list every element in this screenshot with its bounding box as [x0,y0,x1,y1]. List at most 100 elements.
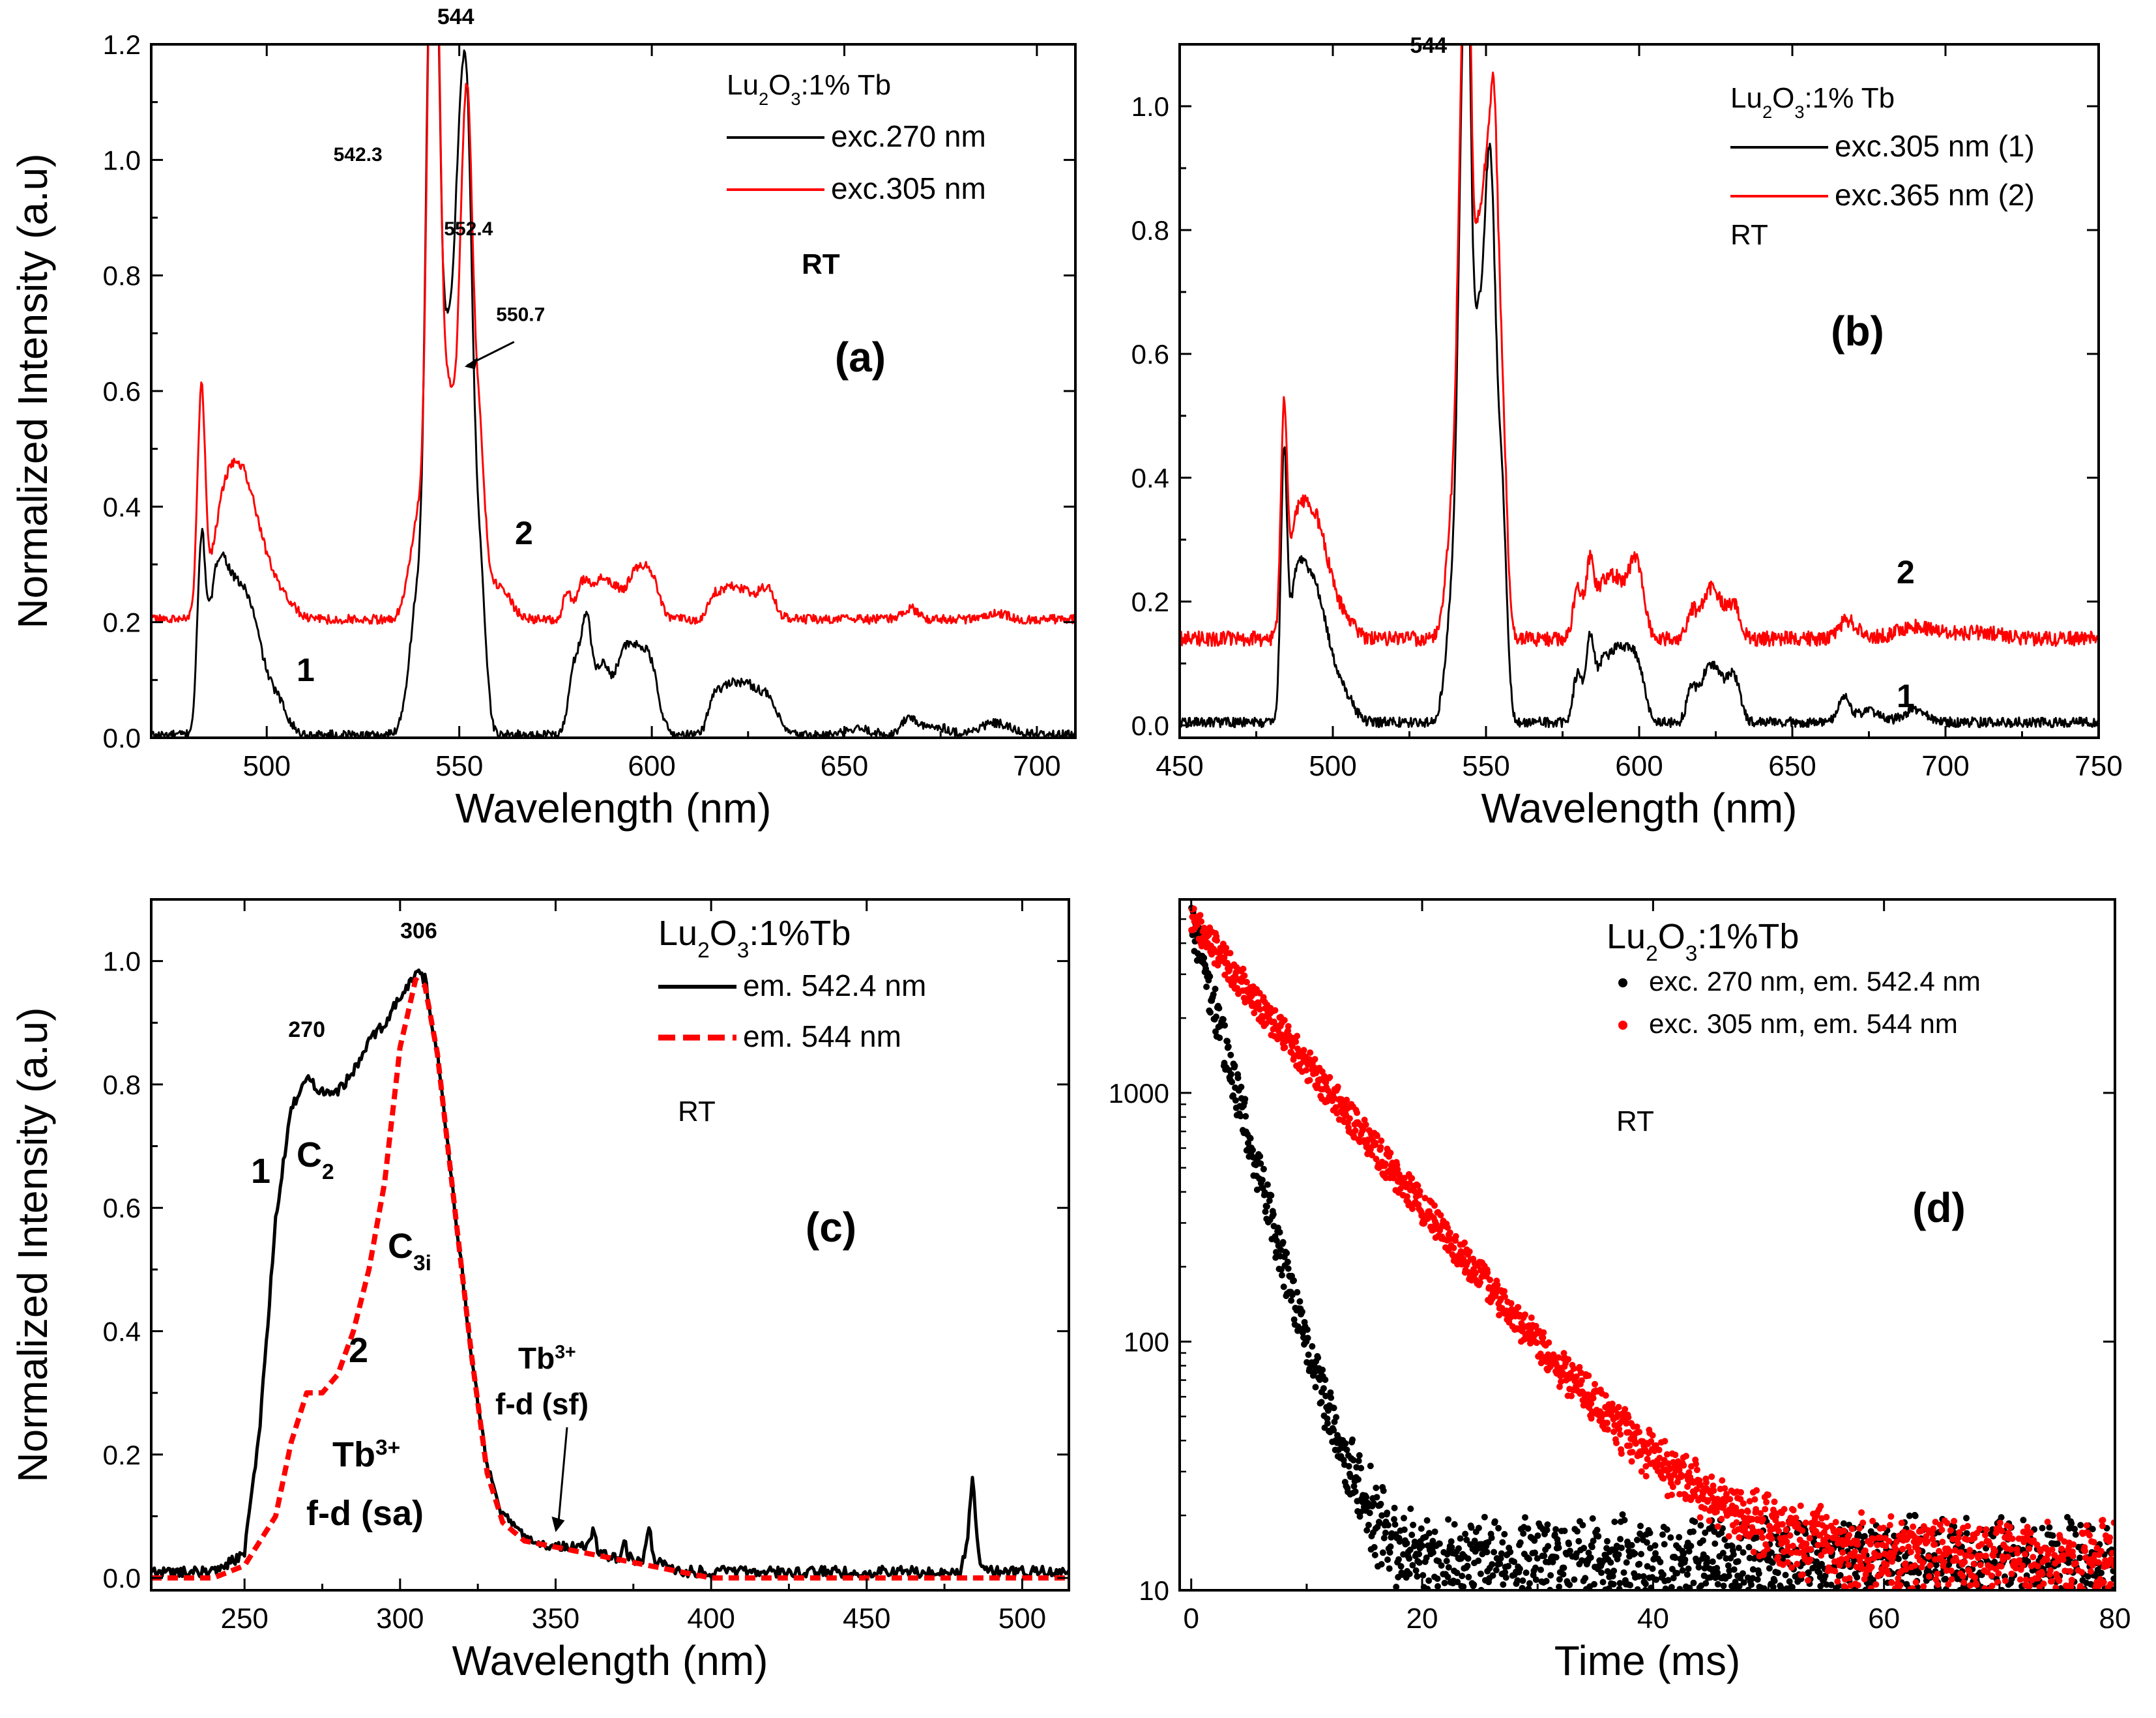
data-point-d-2 [1972,1574,1979,1581]
data-point-d-2 [1565,1356,1572,1363]
data-point-d-1 [1697,1522,1704,1529]
data-point-d-2 [1537,1360,1545,1367]
data-point-d-1 [1616,1580,1624,1587]
data-point-d-2 [1892,1546,1899,1553]
data-point-d-1 [1448,1538,1455,1545]
data-point-d-2 [2078,1569,2086,1576]
data-point-d-2 [1784,1559,1791,1566]
data-point-d-1 [2039,1524,2046,1532]
data-point-d-1 [1552,1526,1559,1533]
data-point-d-1 [1414,1573,1421,1580]
data-point-d-2 [1726,1496,1734,1503]
data-point-d-2 [1824,1542,1831,1549]
data-point-d-1 [1707,1574,1714,1581]
legend-entry-a: exc.270 nm [831,119,986,153]
data-point-d-1 [1749,1575,1756,1582]
transition-label-sf: f-d (sf) [495,1387,589,1421]
x-tick-label-d: 0 [1183,1603,1199,1635]
data-point-d-2 [1920,1583,1927,1590]
data-point-d-2 [1930,1525,1937,1532]
data-point-d-2 [1714,1523,1721,1530]
data-point-d-2 [1759,1534,1766,1541]
data-point-d-1 [1206,973,1214,980]
data-point-d-1 [1620,1569,1627,1576]
data-point-d-2 [1545,1339,1552,1346]
data-point-d-1 [1299,1329,1306,1336]
data-point-d-2 [1753,1506,1760,1513]
data-point-d-1 [1366,1509,1373,1517]
data-point-d-1 [1489,1572,1496,1579]
data-point-d-1 [1212,985,1219,993]
data-point-d-2 [1338,1096,1345,1103]
data-point-d-1 [1788,1584,1796,1590]
data-point-d-1 [1279,1239,1287,1245]
data-point-d-2 [2097,1548,2105,1554]
data-point-d-2 [1764,1545,1771,1552]
data-point-d-1 [1963,1515,1970,1522]
data-point-d-1 [1507,1549,1514,1556]
data-point-d-2 [1923,1533,1930,1540]
data-point-d-1 [1330,1427,1337,1434]
data-point-d-2 [1912,1579,1919,1586]
data-point-d-1 [1571,1576,1578,1583]
data-point-d-2 [2034,1563,2041,1569]
data-point-d-2 [2090,1539,2097,1546]
x-tick-label-a: 700 [1013,750,1060,782]
data-point-d-2 [1917,1537,1924,1543]
data-point-d-1 [1685,1548,1693,1555]
x-axis-label-c: Wavelength (nm) [452,1637,768,1684]
data-point-d-2 [1966,1547,1974,1554]
data-point-d-2 [1870,1535,1877,1542]
data-point-d-1 [1445,1516,1452,1523]
data-point-d-1 [1213,1013,1219,1020]
data-point-d-2 [1750,1549,1757,1556]
data-point-d-2 [1861,1547,1869,1554]
data-point-d-1 [1574,1528,1581,1535]
data-point-d-1 [1587,1554,1594,1561]
data-point-d-1 [1327,1389,1334,1396]
data-point-d-1 [1238,1083,1245,1090]
data-point-d-2 [1897,1582,1904,1589]
data-point-d-1 [1371,1552,1378,1558]
data-point-d-1 [1813,1558,1820,1565]
data-point-d-2 [1289,1043,1296,1050]
data-point-d-2 [1532,1322,1539,1330]
data-point-d-2 [2067,1567,2074,1575]
data-point-d-1 [1676,1534,1683,1541]
data-point-d-1 [1386,1565,1393,1572]
data-point-d-2 [1790,1507,1797,1514]
data-point-d-2 [2035,1575,2042,1582]
data-point-d-2 [1421,1195,1429,1202]
data-point-d-2 [1401,1174,1408,1182]
data-point-d-1 [1386,1549,1393,1556]
data-point-d-1 [1828,1581,1835,1588]
data-point-d-2 [1964,1522,1972,1530]
data-point-d-2 [1961,1558,1968,1565]
data-point-d-1 [2020,1517,2027,1524]
data-point-d-1 [1483,1549,1491,1556]
peak-annotation-c: 306 [400,919,437,944]
data-point-d-2 [1788,1549,1795,1556]
data-point-d-1 [1522,1514,1528,1521]
data-point-d-1 [1257,1153,1264,1160]
data-point-d-1 [1719,1549,1726,1556]
data-point-d-1 [1448,1544,1455,1551]
data-point-d-2 [1733,1519,1740,1526]
data-point-d-2 [1416,1187,1423,1195]
data-point-d-1 [1377,1500,1384,1507]
data-point-d-2 [1334,1083,1341,1090]
data-point-d-1 [1505,1563,1512,1569]
data-point-d-2 [1956,1529,1963,1536]
data-point-d-2 [2026,1545,2033,1552]
data-point-d-1 [1242,1096,1249,1103]
data-point-d-2 [1573,1373,1580,1380]
data-point-d-2 [1931,1541,1938,1548]
data-point-d-1 [1499,1539,1506,1546]
data-point-d-2 [1603,1420,1610,1427]
data-point-d-1 [1407,1506,1414,1512]
rt-label-a: RT [802,248,840,280]
data-point-d-2 [1697,1514,1704,1521]
data-point-d-2 [1719,1477,1726,1484]
data-point-d-2 [1925,1553,1932,1560]
